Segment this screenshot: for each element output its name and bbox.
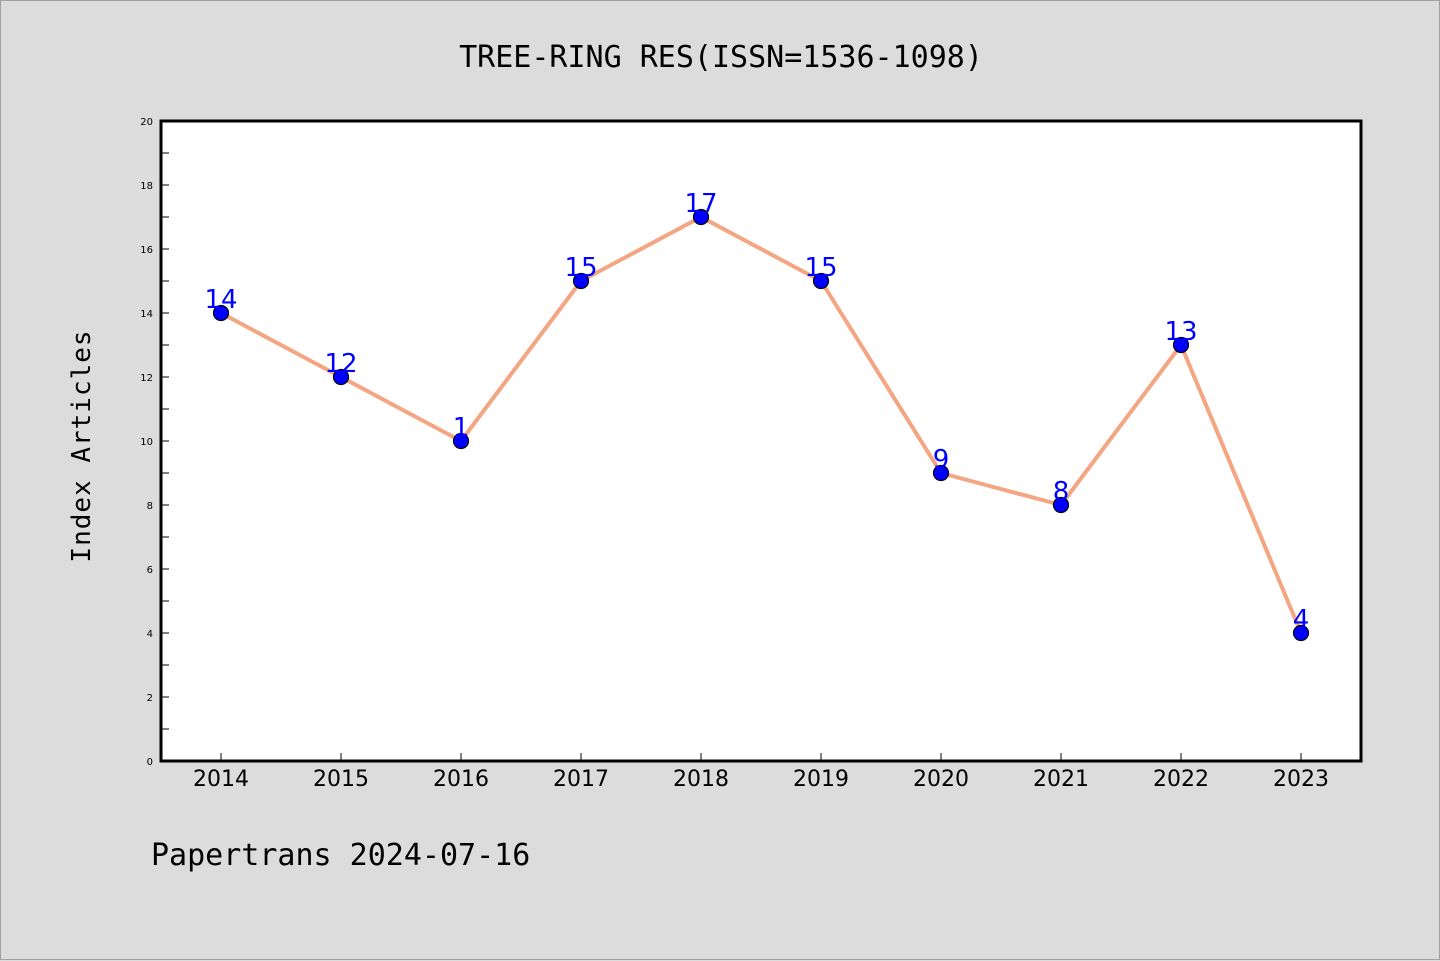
x-tick-label: 2021 bbox=[1033, 767, 1089, 792]
data-label: 12 bbox=[324, 349, 357, 379]
data-point bbox=[212, 304, 230, 322]
data-point bbox=[692, 208, 710, 226]
y-tick-label: 6 bbox=[147, 565, 153, 576]
plot-area bbox=[161, 121, 1361, 761]
x-tick-label: 2014 bbox=[193, 767, 249, 792]
x-tick-label: 2018 bbox=[673, 767, 729, 792]
data-label: 15 bbox=[804, 253, 837, 283]
data-point bbox=[812, 272, 830, 290]
data-point bbox=[1052, 496, 1070, 514]
data-label: 15 bbox=[564, 253, 597, 283]
data-label: 13 bbox=[1164, 317, 1197, 347]
data-point bbox=[572, 272, 590, 290]
data-label: 17 bbox=[684, 189, 717, 219]
x-tick-label: 2017 bbox=[553, 767, 609, 792]
x-tick-label: 2020 bbox=[913, 767, 969, 792]
y-tick-label: 10 bbox=[140, 437, 153, 448]
y-tick-label: 20 bbox=[140, 117, 153, 128]
y-tick-label: 18 bbox=[140, 181, 153, 192]
plot-frame bbox=[159, 119, 1363, 763]
x-tick-label: 2015 bbox=[313, 767, 369, 792]
data-label: 1 bbox=[453, 413, 470, 443]
y-tick-label: 0 bbox=[147, 757, 153, 768]
y-tick-label: 12 bbox=[140, 373, 153, 384]
data-point bbox=[1292, 624, 1310, 642]
y-tick-label: 8 bbox=[147, 501, 153, 512]
y-tick-label: 16 bbox=[140, 245, 153, 256]
data-point bbox=[1172, 336, 1190, 354]
y-axis-label: Index Articles bbox=[67, 329, 97, 562]
x-tick-label: 2016 bbox=[433, 767, 489, 792]
data-point bbox=[452, 432, 470, 450]
data-point bbox=[332, 368, 350, 386]
data-label: 14 bbox=[204, 285, 237, 315]
data-label: 8 bbox=[1053, 477, 1070, 507]
x-tick-label: 2019 bbox=[793, 767, 849, 792]
data-label: 9 bbox=[933, 445, 950, 475]
footer-text: Papertrans 2024-07-16 bbox=[151, 838, 530, 873]
series-line bbox=[219, 215, 1303, 635]
data-label: 4 bbox=[1293, 605, 1310, 635]
y-tick-label: 2 bbox=[147, 693, 153, 704]
y-tick-label: 14 bbox=[140, 309, 153, 320]
x-tick-label: 2022 bbox=[1153, 767, 1209, 792]
chart-title: TREE-RING RES(ISSN=1536-1098) bbox=[459, 40, 983, 75]
y-tick-label: 4 bbox=[147, 629, 153, 640]
data-point bbox=[932, 464, 950, 482]
x-tick-label: 2023 bbox=[1273, 767, 1329, 792]
